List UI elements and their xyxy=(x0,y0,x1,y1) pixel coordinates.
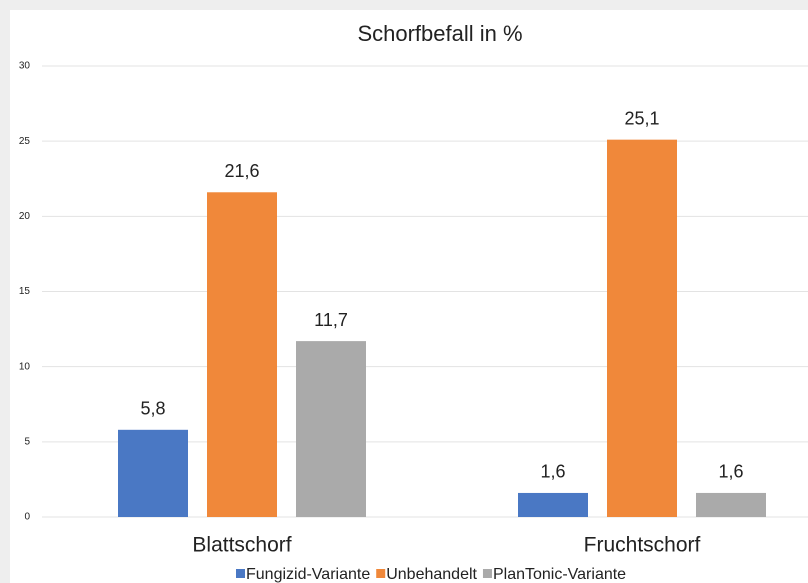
data-label: 5,8 xyxy=(140,399,165,419)
y-tick-label: 25 xyxy=(19,136,31,147)
data-label: 21,6 xyxy=(224,161,259,181)
bar xyxy=(607,139,677,517)
bar xyxy=(118,429,188,517)
x-tick-label: Fruchtschorf xyxy=(584,534,701,557)
y-tick-label: 10 xyxy=(19,361,31,372)
legend-label: PlanTonic-Variante xyxy=(493,566,626,583)
chart-title: Schorfbefall in % xyxy=(357,21,522,46)
legend-swatch xyxy=(236,569,245,578)
legend-label: Fungizid-Variante xyxy=(246,566,370,583)
bar xyxy=(518,492,588,517)
legend-label: Unbehandelt xyxy=(386,566,477,583)
y-tick-label: 5 xyxy=(24,436,30,447)
data-label: 1,6 xyxy=(540,462,565,482)
legend-swatch xyxy=(482,569,492,578)
bar xyxy=(696,492,766,517)
legend-swatch xyxy=(376,569,386,578)
data-label: 1,6 xyxy=(718,462,743,482)
data-label: 11,7 xyxy=(314,310,348,330)
bar xyxy=(296,341,366,517)
y-tick-label: 15 xyxy=(19,286,31,297)
x-tick-label: Blattschorf xyxy=(192,534,291,557)
y-tick-label: 0 xyxy=(24,512,30,523)
y-tick-label: 30 xyxy=(19,61,31,72)
y-tick-label: 20 xyxy=(19,211,31,222)
data-label: 25,1 xyxy=(624,108,659,128)
bar xyxy=(207,192,277,517)
